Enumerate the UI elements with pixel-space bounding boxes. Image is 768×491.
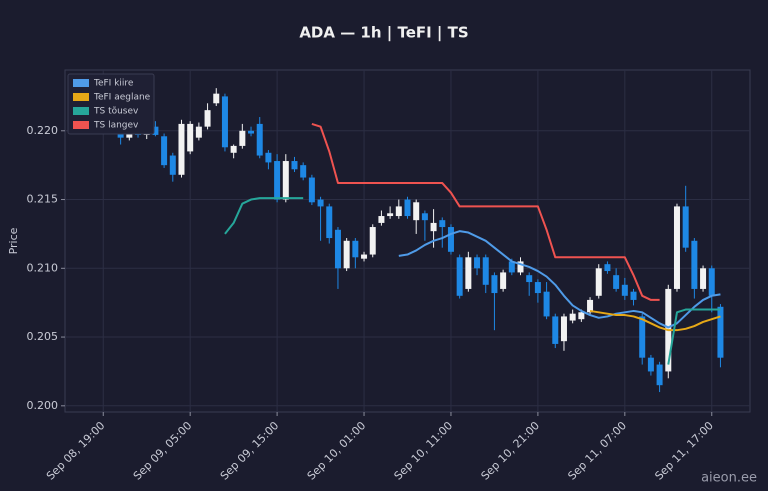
y-tick-label: 0.210 [27, 261, 59, 274]
candle-body [630, 291, 637, 300]
candle-body [569, 313, 576, 321]
candle-body [369, 227, 376, 255]
candle-body [274, 161, 281, 200]
candle-body [161, 136, 168, 166]
candle-body [404, 199, 411, 217]
legend-label: TS langev [93, 121, 139, 131]
candle-body [673, 206, 680, 289]
x-tick-label: Sep 11, 07:00 [565, 419, 629, 483]
candle-body [221, 96, 228, 148]
candle-body [230, 145, 237, 153]
candle-body [621, 284, 628, 296]
line-series [589, 309, 721, 332]
candle-body [717, 306, 724, 358]
line-series [311, 122, 660, 301]
candle-body [456, 257, 463, 296]
line-series [398, 230, 721, 329]
candle-body [256, 123, 263, 156]
candle-body [708, 268, 715, 296]
y-tick-label: 0.205 [27, 330, 59, 343]
candle-body [552, 316, 559, 344]
candle-body [361, 254, 368, 259]
candle-body [300, 165, 307, 178]
y-tick-label: 0.215 [27, 193, 59, 206]
candle-body [700, 268, 707, 289]
legend-swatch [73, 107, 89, 115]
candle-body [204, 110, 211, 127]
candle-body [169, 155, 176, 175]
legend-label: TS tõusev [93, 107, 139, 117]
candle-body [465, 257, 472, 289]
legend-swatch [73, 121, 89, 129]
candle-body [195, 126, 202, 138]
x-tick-label: Sep 10, 01:00 [305, 419, 369, 483]
candle-body [326, 206, 333, 239]
candle-body [613, 275, 620, 289]
chart-title: ADA — 1h | TeFI | TS [299, 24, 468, 43]
candle-body [474, 257, 481, 269]
candle-body [543, 291, 550, 317]
candle-body [500, 272, 507, 289]
candle-body [578, 312, 585, 320]
candle-body [413, 202, 420, 221]
candle-body [604, 264, 611, 272]
candle-body [308, 177, 315, 203]
candle-body [526, 275, 533, 283]
candle-body [656, 364, 663, 386]
candle-body [265, 152, 272, 163]
candle-body [213, 93, 220, 104]
watermark: aieon.ee [701, 471, 757, 486]
plot-area [64, 69, 751, 413]
candle-body [317, 199, 324, 207]
legend-label: TeFI kiire [93, 79, 134, 89]
legend-box [67, 73, 155, 135]
x-tick-label: Sep 09, 05:00 [131, 419, 195, 483]
x-tick-label: Sep 10, 21:00 [479, 419, 543, 483]
y-axis-label: Price [7, 227, 20, 254]
candle-body [691, 240, 698, 289]
candle-body [587, 299, 594, 313]
x-tick-label: Sep 08, 19:00 [44, 419, 108, 483]
y-tick-label: 0.200 [27, 399, 59, 412]
candle-body [387, 213, 394, 217]
candle-body [430, 222, 437, 232]
candle-body [178, 123, 185, 175]
legend-swatch [73, 93, 89, 101]
candle-body [682, 206, 689, 248]
candle-body [152, 126, 159, 135]
candle-body [378, 216, 385, 223]
candle-body [187, 123, 194, 152]
candle-body [334, 229, 341, 269]
legend: TeFI kiire TeFI aeglane TS tõusev TS langev [67, 73, 155, 135]
y-tick-label: 0.220 [27, 124, 59, 137]
candle-body [639, 316, 646, 358]
legend-swatch [73, 79, 89, 87]
candle-body [282, 161, 289, 200]
candle-body [352, 240, 359, 258]
legend-label: TeFI aeglane [93, 93, 151, 103]
candle-body [439, 220, 446, 228]
candle-body [291, 161, 298, 170]
candle-body [395, 206, 402, 217]
x-tick-label: Sep 09, 15:00 [218, 419, 282, 483]
candle-body [491, 275, 498, 294]
candle-body [343, 240, 350, 269]
candle-body [534, 282, 541, 294]
x-tick-label: Sep 10, 11:00 [392, 419, 456, 483]
candle-body [647, 357, 654, 372]
line-series [667, 308, 721, 365]
candle-body [447, 227, 454, 252]
candle-body [560, 316, 567, 342]
candle-body [421, 213, 428, 221]
candle-body [482, 257, 489, 285]
candle-body [517, 261, 524, 273]
line-series [224, 197, 304, 235]
candle-body [239, 130, 246, 146]
candle-body [595, 268, 602, 296]
candle-body [248, 130, 255, 134]
candle-body [508, 261, 515, 273]
